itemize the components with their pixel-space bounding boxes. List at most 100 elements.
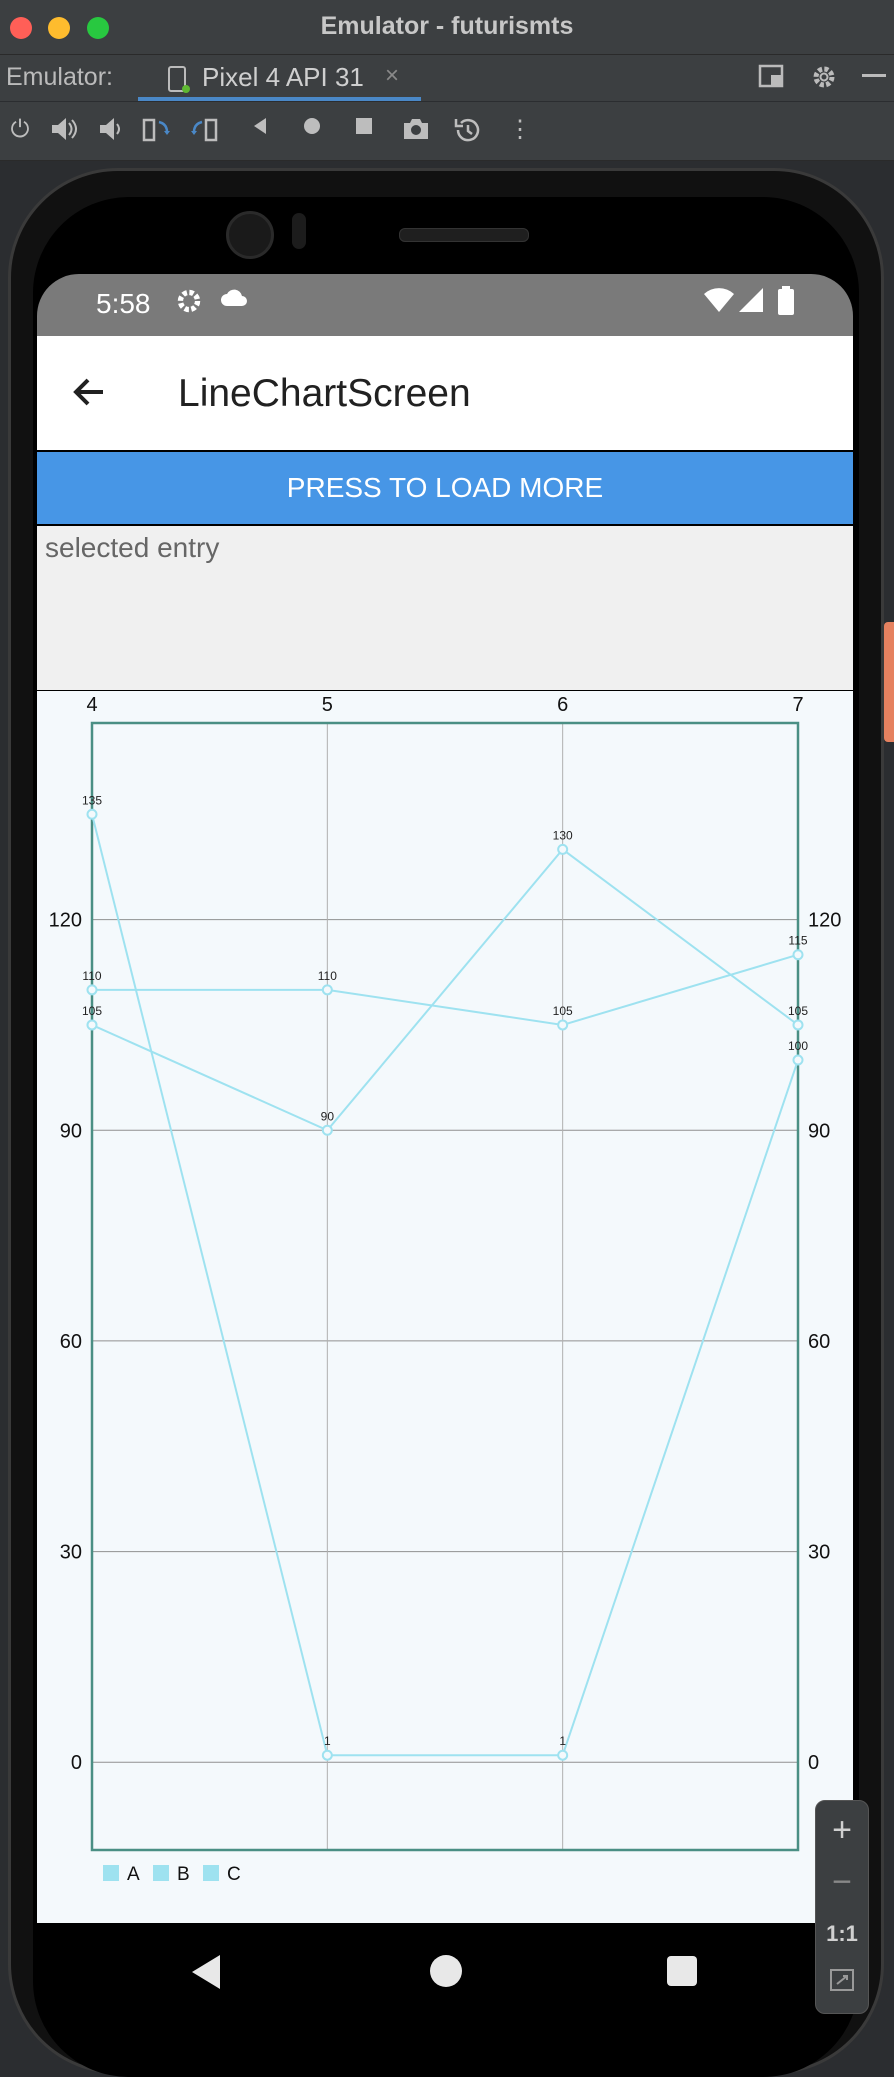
window-titlebar: Emulator - futurismts <box>0 0 894 55</box>
front-camera <box>226 211 274 259</box>
legend-label: A <box>127 1864 140 1885</box>
legend-swatch-B <box>153 1865 169 1881</box>
overview-icon[interactable] <box>348 114 380 146</box>
legend-label: C <box>227 1864 241 1885</box>
close-window-button[interactable] <box>10 17 32 39</box>
y-tick-label-left: 60 <box>60 1331 82 1353</box>
settings-icon <box>174 286 204 323</box>
wifi-icon <box>703 286 735 321</box>
legend-swatch-C <box>203 1865 219 1881</box>
battery-icon <box>777 286 795 323</box>
data-label: 1 <box>324 1734 331 1748</box>
data-label: 115 <box>788 934 807 948</box>
y-tick-label-right: 60 <box>808 1331 830 1353</box>
data-point <box>86 1019 98 1031</box>
y-tick-label-right: 120 <box>808 910 841 932</box>
data-label: 105 <box>788 1004 808 1018</box>
series-line-A <box>91 814 799 1757</box>
data-point <box>557 1019 569 1031</box>
tab-pixel4[interactable]: Pixel 4 API 31 × <box>138 55 421 101</box>
nav-back-icon[interactable] <box>192 1955 220 1989</box>
camera-icon[interactable] <box>400 114 432 146</box>
zoom-fit-icon[interactable] <box>816 1967 868 1999</box>
nav-home-icon[interactable] <box>430 1955 462 1987</box>
legend-label: B <box>177 1864 190 1885</box>
y-tick-label-right: 0 <box>808 1752 819 1774</box>
status-time: 5:58 <box>96 288 151 319</box>
data-label: 130 <box>553 828 573 842</box>
power-icon[interactable]: ⏻ <box>10 116 30 143</box>
data-point <box>792 1054 804 1066</box>
rotate-left-icon[interactable] <box>140 114 172 146</box>
zoom-out-button[interactable]: − <box>832 1863 852 1901</box>
device-icon <box>168 66 186 92</box>
x-tick-label: 7 <box>792 694 803 716</box>
rotate-right-icon[interactable] <box>190 114 222 146</box>
y-tick-label-left: 120 <box>49 910 82 932</box>
data-point <box>86 984 98 996</box>
y-tick-label-right: 90 <box>808 1120 830 1142</box>
chart-svg: 0 0 30 30 60 60 90 90 120 120 4 5 6 7 135 1 1 100 110 110 10… <box>49 694 842 1885</box>
android-status-bar: 5:58 <box>37 274 853 336</box>
legend-swatch-A <box>103 1865 119 1881</box>
data-point <box>557 1749 569 1761</box>
y-tick-label-left: 30 <box>60 1542 82 1564</box>
load-more-button[interactable]: PRESS TO LOAD MORE <box>37 452 853 524</box>
device-screen: 5:58 LineChartScreen PRESS TO LOAD MORE … <box>37 274 853 1998</box>
signal-icon <box>737 286 765 321</box>
cloud-icon <box>219 286 249 319</box>
nav-recents-icon[interactable] <box>667 1956 697 1986</box>
more-icon[interactable]: ⋮ <box>508 116 532 143</box>
tab-active-indicator <box>138 97 421 101</box>
settings-gear-icon[interactable] <box>810 63 838 98</box>
minimize-window-button[interactable] <box>48 17 70 39</box>
page-title: LineChartScreen <box>178 372 471 415</box>
data-label: 100 <box>788 1039 808 1053</box>
zoom-controls: + − 1:1 <box>815 1800 869 2014</box>
earpiece-speaker <box>399 228 529 242</box>
x-tick-label: 6 <box>557 694 568 716</box>
data-label: 1 <box>559 1734 566 1748</box>
snapshot-icon[interactable] <box>452 114 484 146</box>
x-tick-label: 5 <box>322 694 333 716</box>
series-line-C <box>91 848 799 1132</box>
x-tick-label: 4 <box>86 694 97 716</box>
side-panel-handle[interactable] <box>884 622 894 742</box>
back-icon[interactable] <box>244 114 276 146</box>
data-point <box>321 1749 333 1761</box>
proximity-sensor <box>292 213 306 249</box>
y-tick-label-left: 90 <box>60 1120 82 1142</box>
android-nav-bar <box>37 1923 853 1998</box>
device-running-indicator <box>182 85 190 93</box>
line-chart[interactable]: 0 0 30 30 60 60 90 90 120 120 4 5 6 7 135 1 1 100 110 110 10… <box>37 691 853 1923</box>
data-label: 110 <box>318 969 337 983</box>
selected-entry-panel: selected entry <box>37 526 853 690</box>
data-point <box>86 808 98 820</box>
emulator-toolbar: ⏻ ⋮ <box>0 102 894 161</box>
y-tick-label-left: 0 <box>71 1752 82 1774</box>
hide-panel-icon[interactable] <box>862 63 886 94</box>
volume-up-icon[interactable] <box>48 114 80 146</box>
window-title: Emulator - futurismts <box>320 12 574 40</box>
home-icon[interactable] <box>296 114 328 146</box>
zoom-actual-size-button[interactable]: 1:1 <box>826 1921 858 1946</box>
tab-close-icon[interactable]: × <box>384 62 399 89</box>
plot-border <box>90 721 800 1852</box>
y-tick-label-right: 30 <box>808 1542 830 1564</box>
emulator-tabbar: Emulator: Pixel 4 API 31 × <box>0 55 894 101</box>
data-label: 105 <box>553 1004 573 1018</box>
zoom-in-button[interactable]: + <box>832 1811 852 1849</box>
data-label: 110 <box>82 969 101 983</box>
back-arrow-icon[interactable] <box>69 372 109 422</box>
data-label: 135 <box>82 793 102 807</box>
tab-label: Pixel 4 API 31 <box>202 62 364 92</box>
data-point <box>321 1124 333 1136</box>
emulator-label: Emulator: <box>6 63 113 91</box>
volume-down-icon[interactable] <box>96 114 128 146</box>
zoom-window-button[interactable] <box>87 17 109 39</box>
data-point <box>321 984 333 996</box>
data-label: 105 <box>82 1004 102 1018</box>
layout-icon[interactable] <box>758 63 784 96</box>
data-label: 90 <box>321 1109 335 1123</box>
series-line-B <box>92 953 799 1026</box>
